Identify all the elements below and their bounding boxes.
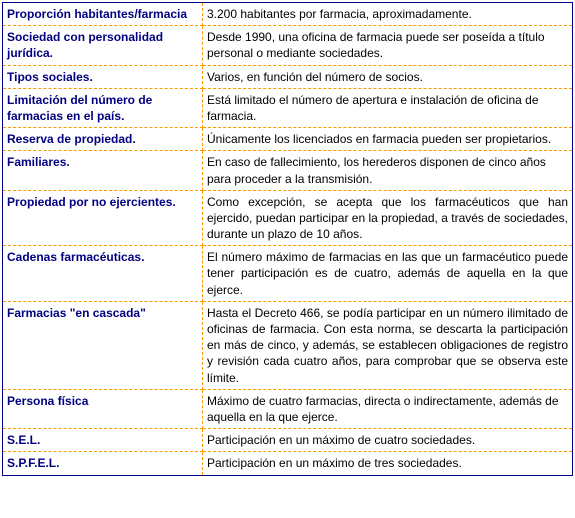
table-row: S.P.F.E.L.Participación en un máximo de … — [3, 452, 573, 475]
row-label: Cadenas farmacéuticas. — [3, 246, 203, 302]
table-row: Familiares.En caso de fallecimiento, los… — [3, 151, 573, 190]
row-label: Persona física — [3, 389, 203, 428]
row-label: Propiedad por no ejercientes. — [3, 190, 203, 246]
table-row: Tipos sociales.Varios, en función del nú… — [3, 65, 573, 88]
table-row: Farmacias "en cascada"Hasta el Decreto 4… — [3, 301, 573, 389]
row-label: Farmacias "en cascada" — [3, 301, 203, 389]
row-label: Tipos sociales. — [3, 65, 203, 88]
table-row: Proporción habitantes/farmacia3.200 habi… — [3, 3, 573, 26]
table-row: S.E.L.Participación en un máximo de cuat… — [3, 429, 573, 452]
row-value: Hasta el Decreto 466, se podía participa… — [203, 301, 573, 389]
table-row: Sociedad con personalidad jurídica.Desde… — [3, 26, 573, 65]
row-value: Únicamente los licenciados en farmacia p… — [203, 128, 573, 151]
row-label: S.E.L. — [3, 429, 203, 452]
row-label: Proporción habitantes/farmacia — [3, 3, 203, 26]
table-body: Proporción habitantes/farmacia3.200 habi… — [3, 3, 573, 476]
row-label: Reserva de propiedad. — [3, 128, 203, 151]
row-label: Limitación del número de farmacias en el… — [3, 88, 203, 127]
pharmacy-regulation-table: Proporción habitantes/farmacia3.200 habi… — [2, 2, 573, 476]
table-row: Cadenas farmacéuticas.El número máximo d… — [3, 246, 573, 302]
row-value: Desde 1990, una oficina de farmacia pued… — [203, 26, 573, 65]
table-row: Propiedad por no ejercientes.Como excepc… — [3, 190, 573, 246]
row-value: Participación en un máximo de cuatro soc… — [203, 429, 573, 452]
row-value: El número máximo de farmacias en las que… — [203, 246, 573, 302]
row-value: Máximo de cuatro farmacias, directa o in… — [203, 389, 573, 428]
row-value: En caso de fallecimiento, los herederos … — [203, 151, 573, 190]
row-value: 3.200 habitantes por farmacia, aproximad… — [203, 3, 573, 26]
table-row: Persona físicaMáximo de cuatro farmacias… — [3, 389, 573, 428]
table-row: Reserva de propiedad.Únicamente los lice… — [3, 128, 573, 151]
row-value: Está limitado el número de apertura e in… — [203, 88, 573, 127]
table-row: Limitación del número de farmacias en el… — [3, 88, 573, 127]
row-label: S.P.F.E.L. — [3, 452, 203, 475]
row-label: Familiares. — [3, 151, 203, 190]
row-value: Como excepción, se acepta que los farmac… — [203, 190, 573, 246]
row-value: Varios, en función del número de socios. — [203, 65, 573, 88]
row-value: Participación en un máximo de tres socie… — [203, 452, 573, 475]
row-label: Sociedad con personalidad jurídica. — [3, 26, 203, 65]
